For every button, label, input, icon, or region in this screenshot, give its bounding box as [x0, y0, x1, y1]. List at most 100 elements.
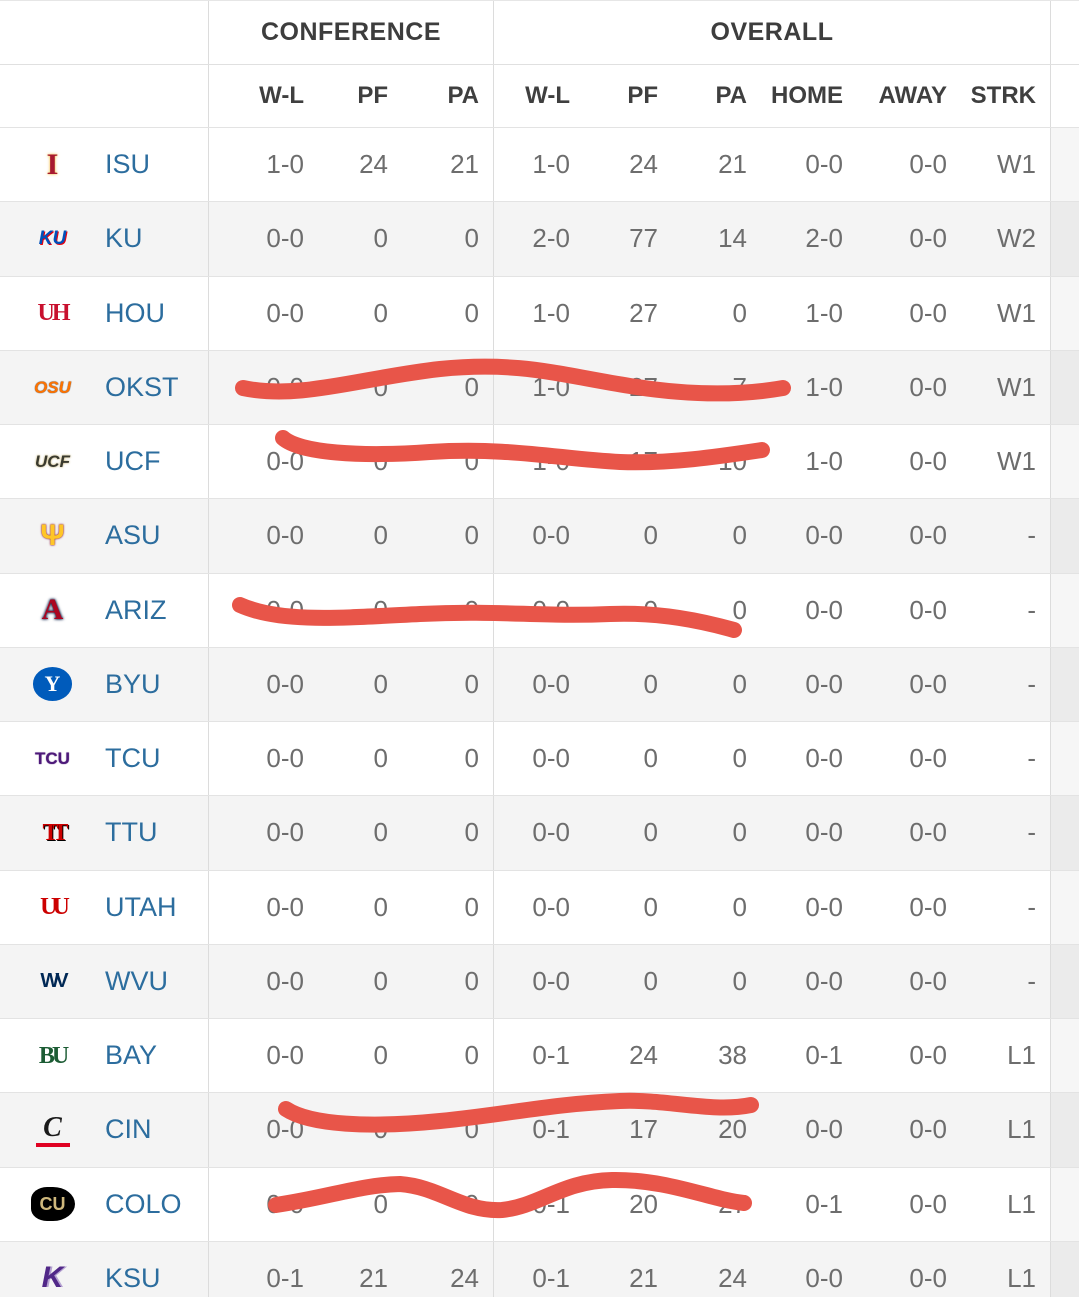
team-logo-cell: K: [0, 1242, 105, 1297]
team-row: Y BYU 0-0 0 0 0-0 0 0 0-0 0-0 -: [0, 646, 1079, 721]
overall-pf-value: 20: [629, 1188, 658, 1219]
away-record-value: 0-0: [909, 520, 947, 551]
row-gutter: [1050, 425, 1079, 499]
overall-wl-value: 0-0: [493, 944, 584, 1018]
home-header[interactable]: HOME: [771, 82, 843, 109]
utah-uu-logo: UU: [40, 894, 70, 921]
overall-wl-value: 0-0: [493, 499, 584, 573]
away-record-value: 0-0: [909, 594, 947, 625]
team-logo-cell: Y: [0, 648, 105, 721]
team-link-isu[interactable]: ISU: [105, 149, 151, 180]
team-link-asu[interactable]: ASU: [105, 520, 161, 551]
tcu-logo: TCU: [35, 749, 70, 769]
team-link-utah[interactable]: UTAH: [105, 891, 177, 922]
texas-tech-double-t-logo: TT: [42, 819, 68, 846]
home-record-value: 0-0: [805, 1114, 843, 1145]
team-logo-cell: BU: [0, 1019, 105, 1092]
team-link-ucf[interactable]: UCF: [105, 446, 161, 477]
team-row: K KSU 0-1 21 24 0-1 21 24 0-0 0-0 L1: [0, 1240, 1079, 1297]
conference-pf-header[interactable]: PF: [357, 82, 388, 109]
logo-column-header: [0, 65, 105, 127]
conference-pf-value: 0: [373, 223, 388, 254]
away-record-value: 0-0: [909, 223, 947, 254]
conference-wl-value: 0-0: [208, 870, 318, 944]
team-row: BU BAY 0-0 0 0 0-1 24 38 0-1 0-0 L1: [0, 1018, 1079, 1093]
column-header-row: W-L PF PA W-L PF PA HOME AWAY STRK: [0, 65, 1079, 127]
team-logo-cell: UCF: [0, 425, 105, 498]
team-link-ttu[interactable]: TTU: [105, 817, 158, 848]
team-link-byu[interactable]: BYU: [105, 668, 161, 699]
overall-wl-header[interactable]: W-L: [493, 65, 584, 127]
team-logo-cell: C: [0, 1093, 105, 1166]
row-gutter: [1050, 350, 1079, 424]
conference-pf-value: 0: [373, 1114, 388, 1145]
away-record-value: 0-0: [909, 817, 947, 848]
away-record-value: 0-0: [909, 1114, 947, 1145]
team-row: KU KU 0-0 0 0 2-0 77 14 2-0 0-0 W2: [0, 201, 1079, 276]
conference-wl-value: 0-0: [208, 202, 318, 276]
team-link-ku[interactable]: KU: [105, 223, 143, 254]
conference-wl-value: 0-1: [208, 1241, 318, 1297]
streak-value: -: [1027, 743, 1036, 774]
overall-pa-value: 38: [718, 1040, 747, 1071]
team-link-ariz[interactable]: ARIZ: [105, 594, 167, 625]
team-link-cin[interactable]: CIN: [105, 1114, 152, 1145]
overall-pf-value: 27: [629, 297, 658, 328]
team-link-bay[interactable]: BAY: [105, 1040, 158, 1071]
conference-pf-value: 0: [373, 891, 388, 922]
row-gutter: [1050, 1019, 1079, 1093]
team-link-hou[interactable]: HOU: [105, 297, 165, 328]
team-logo-cell: CU: [0, 1168, 105, 1241]
conference-pf-value: 24: [359, 149, 388, 180]
streak-value: -: [1027, 594, 1036, 625]
conference-wl-value: 0-0: [208, 350, 318, 424]
away-record-value: 0-0: [909, 1040, 947, 1071]
team-row: TCU TCU 0-0 0 0 0-0 0 0 0-0 0-0 -: [0, 721, 1079, 796]
overall-pf-value: 0: [643, 743, 658, 774]
team-link-ksu[interactable]: KSU: [105, 1262, 161, 1293]
team-link-okst[interactable]: OKST: [105, 371, 179, 402]
conference-pf-value: 0: [373, 297, 388, 328]
overall-pf-value: 24: [629, 1040, 658, 1071]
team-logo-cell: UU: [0, 871, 105, 944]
home-record-value: 1-0: [805, 446, 843, 477]
team-link-colo[interactable]: COLO: [105, 1188, 182, 1219]
conference-pf-value: 0: [373, 668, 388, 699]
overall-pf-value: 17: [629, 446, 658, 477]
away-header[interactable]: AWAY: [878, 82, 947, 109]
conference-pf-value: 0: [373, 594, 388, 625]
conference-pa-value: 0: [464, 743, 479, 774]
header-gutter-cell: [1050, 65, 1079, 127]
team-row: TT TTU 0-0 0 0 0-0 0 0 0-0 0-0 -: [0, 795, 1079, 870]
streak-value: -: [1027, 965, 1036, 996]
row-gutter: [1050, 276, 1079, 350]
conference-pa-value: 0: [464, 594, 479, 625]
west-virginia-wv-logo: WV: [40, 970, 68, 993]
team-link-tcu[interactable]: TCU: [105, 743, 161, 774]
streak-value: W1: [997, 446, 1036, 477]
conference-pa-header[interactable]: PA: [447, 82, 479, 109]
overall-pf-value: 27: [629, 371, 658, 402]
team-row: CU COLO 0-0 0 0 0-1 20 27 0-1 0-0 L1: [0, 1166, 1079, 1241]
conference-pf-value: 0: [373, 817, 388, 848]
overall-pa-value: 14: [718, 223, 747, 254]
conference-pa-value: 0: [464, 1114, 479, 1145]
overall-pa-value: 0: [732, 891, 747, 922]
overall-pa-header[interactable]: PA: [715, 82, 747, 109]
streak-value: -: [1027, 520, 1036, 551]
iowa-state-logo: I: [46, 147, 59, 181]
team-link-wvu[interactable]: WVU: [105, 965, 168, 996]
conference-pf-value: 0: [373, 371, 388, 402]
conference-wl-header[interactable]: W-L: [208, 65, 318, 127]
strk-header[interactable]: STRK: [970, 82, 1036, 109]
overall-pa-value: 0: [732, 965, 747, 996]
row-gutter: [1050, 647, 1079, 721]
kansas-jayhawk-logo: KU: [38, 228, 67, 250]
overall-pf-header[interactable]: PF: [627, 82, 658, 109]
overall-pf-value: 17: [629, 1114, 658, 1145]
overall-pf-value: 0: [643, 965, 658, 996]
team-column-header: [105, 65, 208, 127]
conference-pf-value: 0: [373, 743, 388, 774]
conference-pf-value: 21: [359, 1262, 388, 1293]
